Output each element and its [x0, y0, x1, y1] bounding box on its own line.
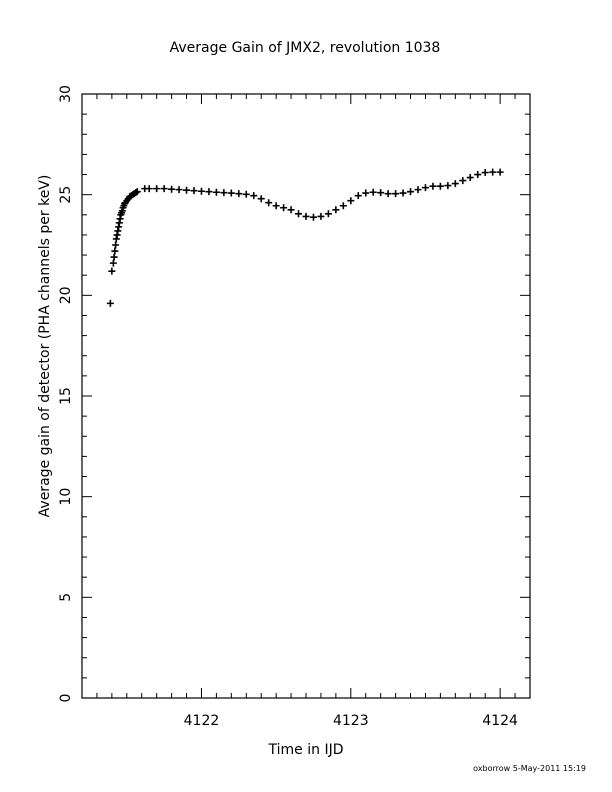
data-point: [153, 185, 161, 193]
data-point: [242, 190, 250, 198]
data-point: [272, 202, 280, 210]
data-point: [421, 184, 429, 192]
data-point: [190, 187, 198, 195]
data-point: [132, 189, 140, 197]
data-point: [212, 188, 220, 196]
data-point: [407, 188, 415, 196]
y-axis-ticks: [82, 93, 530, 699]
data-point: [317, 212, 325, 220]
x-tick-label: 4123: [333, 713, 369, 729]
data-point: [108, 267, 116, 275]
data-point: [354, 192, 362, 200]
data-point: [489, 168, 497, 176]
data-point: [474, 171, 482, 179]
data-point: [339, 202, 347, 210]
data-point: [451, 180, 459, 188]
y-tick-label: 0: [58, 694, 74, 703]
data-point: [250, 192, 258, 200]
data-point: [496, 168, 504, 176]
data-point: [160, 185, 168, 193]
data-point: [399, 189, 407, 197]
data-point: [369, 188, 377, 196]
data-point: [133, 188, 141, 196]
data-point: [295, 210, 303, 218]
data-point: [347, 197, 355, 205]
plot-credit: oxborrow 5-May-2011 15:19: [473, 764, 586, 773]
data-point: [280, 204, 288, 212]
data-point: [436, 182, 444, 190]
data-point: [324, 210, 332, 218]
data-point: [106, 299, 114, 307]
data-point: [109, 259, 117, 267]
y-axis-tick-labels: 0 5 10 15 20 25 30: [58, 85, 74, 702]
data-point: [459, 177, 467, 185]
data-point: [183, 186, 191, 194]
data-point: [257, 195, 265, 203]
data-point: [235, 190, 243, 198]
chart-title: Average Gain of JMX2, revolution 1038: [170, 40, 441, 56]
data-point: [112, 241, 120, 249]
data-point: [287, 206, 295, 214]
data-point: [205, 188, 213, 196]
data-point: [377, 189, 385, 197]
data-point: [309, 213, 317, 221]
data-point: [414, 186, 422, 194]
y-tick-label: 30: [58, 85, 74, 103]
data-point: [168, 185, 176, 193]
data-point: [466, 174, 474, 182]
data-point: [302, 212, 310, 220]
data-point: [332, 206, 340, 214]
plot-frame: [81, 93, 531, 699]
data-point: [175, 186, 183, 194]
x-axis-ticks: [81, 94, 531, 698]
data-point: [392, 190, 400, 198]
data-point: [227, 189, 235, 197]
data-point: [110, 253, 118, 261]
data-point: [145, 185, 153, 193]
data-point: [111, 247, 119, 255]
y-tick-label: 10: [58, 488, 74, 506]
x-axis-tick-labels: 4122 4123 4124: [184, 713, 518, 729]
x-tick-label: 4122: [184, 713, 220, 729]
data-point: [384, 190, 392, 198]
y-axis-label: Average gain of detector (PHA channels p…: [37, 175, 53, 518]
data-point: [444, 182, 452, 190]
x-axis-label: Time in IJD: [268, 742, 344, 758]
data-points: [106, 168, 504, 307]
y-tick-label: 5: [58, 593, 74, 602]
x-tick-label: 4124: [482, 713, 518, 729]
data-point: [197, 187, 205, 195]
y-tick-label: 15: [58, 387, 74, 405]
data-point: [265, 199, 273, 207]
data-point: [481, 169, 489, 177]
data-point: [429, 182, 437, 190]
y-tick-label: 25: [58, 186, 74, 204]
y-tick-label: 20: [58, 286, 74, 304]
data-point: [220, 189, 228, 197]
data-point: [362, 189, 370, 197]
